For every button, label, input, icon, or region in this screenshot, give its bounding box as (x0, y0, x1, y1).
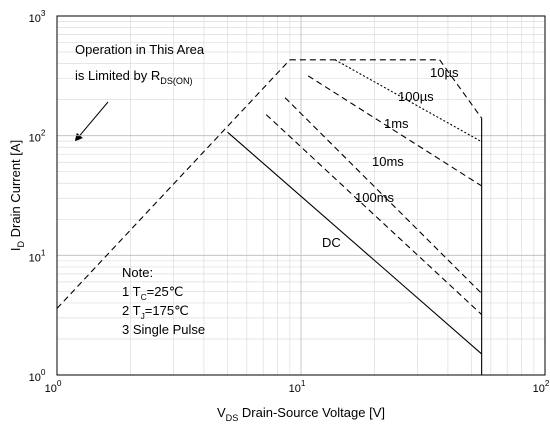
annotation-arrow (74, 101, 109, 142)
annotation: is Limited by RDS(ON) (75, 68, 193, 86)
y-axis-label-part: Drain Current [A] (8, 140, 23, 241)
note-part: C (141, 292, 147, 302)
y-tick-label-part: 3 (41, 9, 46, 18)
x-tick-label-part: 1 (301, 379, 306, 388)
y-tick-label: 102 (29, 129, 46, 145)
annotation-part: Operation in This Area (75, 42, 205, 57)
annotation-part: DS(ON) (160, 76, 192, 86)
y-tick-label-part: 10 (29, 13, 41, 25)
x-tick-label-part: 0 (57, 379, 62, 388)
series-label: 100ms (355, 190, 395, 205)
x-tick-label: 100 (45, 379, 62, 395)
x-axis-label-part: DS (226, 413, 239, 423)
y-tick-label-part: 10 (29, 252, 41, 264)
note: 3 Single Pulse (122, 322, 205, 337)
x-axis-label-part: Drain-Source Voltage [V] (238, 405, 385, 420)
note-part: =175℃ (145, 303, 189, 318)
series-line (56, 59, 291, 309)
y-tick-label: 101 (29, 248, 46, 264)
x-axis-label: VDS Drain-Source Voltage [V] (217, 405, 385, 423)
annotation: Operation in This Area (75, 42, 205, 57)
x-tick-label-part: 10 (289, 383, 301, 395)
series-line (265, 114, 483, 315)
y-tick-label-part: 0 (41, 368, 46, 377)
note-part: Note: (122, 265, 153, 280)
series-line (439, 59, 483, 119)
note: 1 TC=25℃ (122, 284, 183, 302)
note: Note: (122, 265, 153, 280)
series-label: 10ms (372, 154, 404, 169)
y-axis-label-part: I (8, 248, 23, 252)
x-tick-label-part: 2 (545, 379, 550, 388)
series-label: 1ms (384, 116, 409, 131)
y-tick-label: 100 (29, 368, 46, 384)
y-tick-label-part: 10 (29, 133, 41, 145)
series-line (284, 97, 483, 294)
y-tick-label-part: 1 (41, 248, 46, 257)
series-line (227, 131, 483, 355)
x-tick-label: 101 (289, 379, 306, 395)
series-line (307, 75, 482, 187)
note-part: 2 T (122, 303, 141, 318)
y-tick-label: 103 (29, 9, 46, 25)
y-tick-label-part: 10 (29, 372, 41, 384)
note-part: J (141, 311, 145, 321)
y-axis-label: ID Drain Current [A] (8, 140, 26, 251)
y-axis-label-part: D (16, 241, 26, 248)
x-tick-label-part: 10 (45, 383, 57, 395)
note-part: 1 T (122, 284, 141, 299)
series-label: DC (322, 235, 341, 250)
note-part: 3 Single Pulse (122, 322, 205, 337)
annotation-part: is Limited by R (75, 68, 160, 83)
series-label: 100µs (398, 89, 434, 104)
y-tick-label-part: 2 (41, 129, 46, 138)
x-tick-label-part: 10 (533, 383, 545, 395)
x-tick-label: 102 (533, 379, 550, 395)
note: 2 TJ=175℃ (122, 303, 189, 321)
x-axis-label-part: V (217, 405, 226, 420)
plot-frame (56, 15, 546, 376)
series-label: 10µs (430, 65, 459, 80)
note-part: =25℃ (147, 284, 184, 299)
